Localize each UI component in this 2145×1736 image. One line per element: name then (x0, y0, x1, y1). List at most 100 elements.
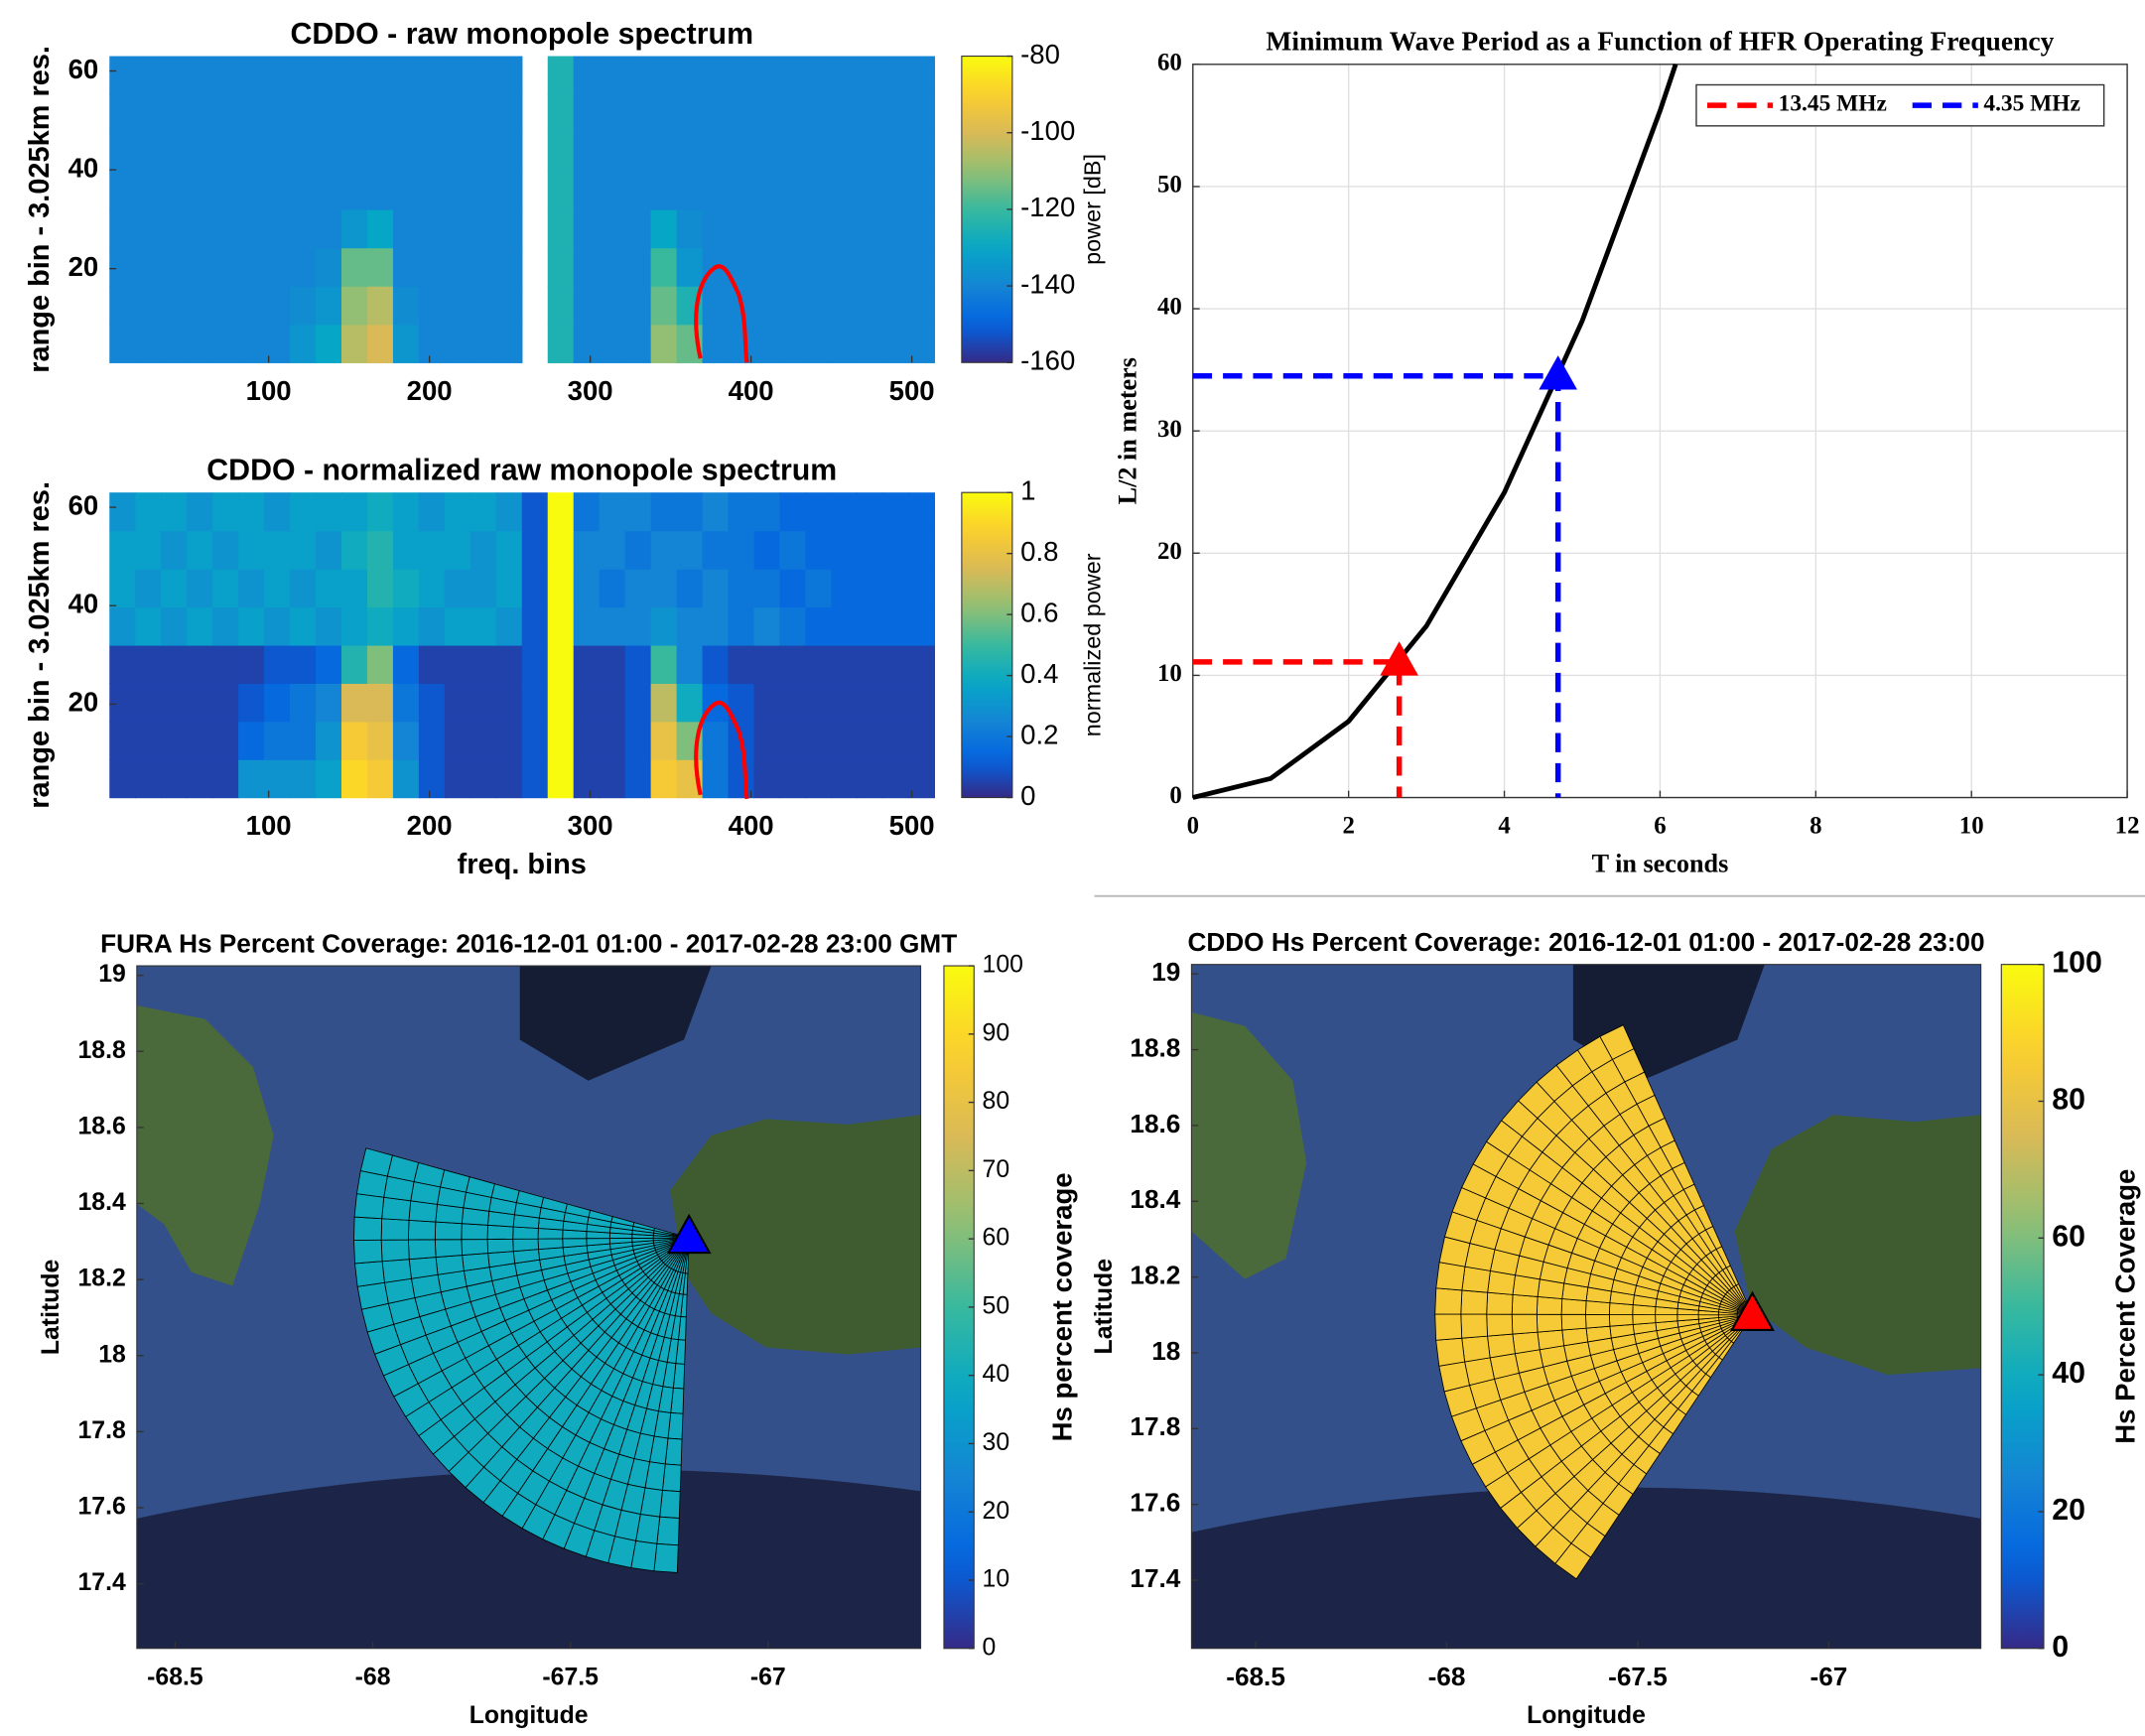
heatmap-cell (444, 759, 471, 799)
heatmap-cell (831, 569, 859, 608)
heatmap-cell (753, 286, 781, 326)
colorbar-tick-label: -140 (1020, 268, 1075, 299)
heatmap-cell (573, 286, 601, 326)
heatmap-cell (290, 208, 317, 249)
heatmap-cell (495, 286, 523, 326)
coverage-cell (461, 1239, 489, 1256)
heatmap-cell (392, 56, 420, 95)
heatmap-cell (212, 721, 239, 760)
heatmap-cell (547, 530, 575, 570)
colorbar-tick-label: 0 (2052, 1631, 2069, 1664)
heatmap-cell (264, 606, 291, 646)
heatmap-cell (418, 644, 446, 684)
heatmap-cell (238, 606, 265, 646)
heatmap-cell (831, 606, 859, 646)
heatmap-cell (366, 721, 394, 760)
heatmap-cell (290, 606, 317, 646)
heatmap-cell (547, 492, 575, 532)
heatmap-cell (418, 208, 446, 249)
heatmap-cell (290, 530, 317, 570)
heatmap-cell (702, 606, 730, 646)
x-tick-label: 100 (246, 810, 292, 841)
heatmap-cell (392, 759, 420, 799)
heatmap-cell (161, 286, 188, 326)
heatmap-cell (857, 171, 884, 210)
heatmap-cell (624, 606, 652, 646)
y-tick-label: 0 (1169, 782, 1181, 809)
heatmap-cell (238, 569, 265, 608)
y-tick-label: 10 (1157, 660, 1182, 687)
x-tick-label: 200 (407, 810, 453, 841)
heatmap-cell (187, 492, 213, 532)
heatmap-cell (702, 286, 730, 326)
heatmap-cell (753, 56, 781, 95)
heatmap-cell (109, 606, 136, 646)
heatmap-cell (290, 492, 317, 532)
heatmap-cell (187, 286, 213, 326)
heatmap-cell (599, 683, 626, 723)
heatmap-cell (573, 530, 601, 570)
heatmap-cell (728, 569, 755, 608)
x-tick-label: -68.5 (1226, 1662, 1285, 1691)
heatmap-cell (882, 56, 910, 95)
heatmap-cell (831, 530, 859, 570)
heatmap-cell (109, 132, 136, 173)
heatmap-cell (109, 247, 136, 287)
coverage-cell (1460, 1289, 1489, 1315)
x-tick-label: 6 (1654, 813, 1666, 840)
y-tick-label: 20 (68, 251, 99, 282)
y-axis-label: Latitude (38, 1260, 65, 1355)
heatmap-cell (599, 530, 626, 570)
heatmap-cell (882, 286, 910, 326)
heatmap-cell (908, 530, 935, 570)
heatmap-cell (882, 721, 910, 760)
heatmap-cell (316, 492, 342, 532)
heatmap-cell (264, 94, 291, 134)
heatmap-cell (857, 247, 884, 287)
heatmap-cell (624, 324, 652, 363)
coverage-cell (353, 1193, 385, 1220)
heatmap-cell (444, 492, 471, 532)
heatmap-cell (316, 683, 342, 723)
heatmap-cell (392, 208, 420, 249)
heatmap-cell (264, 208, 291, 249)
heatmap-cell (187, 759, 213, 799)
heatmap-cell (187, 644, 213, 684)
heatmap-cell (469, 56, 497, 95)
x-axis-label: T in seconds (1592, 849, 1729, 877)
coverage-cell (537, 1238, 564, 1251)
heatmap-cell (316, 286, 342, 326)
x-tick-label: 200 (407, 375, 453, 406)
heatmap-cell (495, 324, 523, 363)
heatmap-cell (316, 644, 342, 684)
y-tick-label: 60 (1157, 50, 1182, 76)
plot-frame (136, 965, 922, 1650)
y-axis-label: range bin - 3.025km res. (24, 46, 56, 373)
heatmap-cell (908, 286, 935, 326)
heatmap-cell (187, 721, 213, 760)
heatmap-cell (316, 324, 342, 363)
heatmap-cell (728, 208, 755, 249)
heatmap-cell (805, 324, 833, 363)
y-tick-label: 19 (1151, 957, 1180, 987)
heatmap-cell (753, 132, 781, 173)
x-axis-label: Longitude (469, 1702, 589, 1729)
y-tick-label: 18.4 (1130, 1184, 1180, 1214)
coverage-cell (1537, 1329, 1565, 1351)
heatmap-cell (882, 171, 910, 210)
heatmap-cell (340, 492, 368, 532)
heatmap-cell (392, 286, 420, 326)
coverage-cell (1460, 1313, 1488, 1339)
heatmap-cell (418, 324, 446, 363)
heatmap-cell (624, 759, 652, 799)
heatmap-cell (599, 247, 626, 287)
colorbar-label: Hs percent coverage (1047, 1172, 1078, 1441)
heatmap-cell (366, 132, 394, 173)
heatmap-cell (495, 683, 523, 723)
heatmap-cell (366, 56, 394, 95)
heatmap-cell (753, 208, 781, 249)
heatmap-cell (650, 606, 678, 646)
heatmap-cell (805, 530, 833, 570)
heatmap-cell (212, 324, 239, 363)
